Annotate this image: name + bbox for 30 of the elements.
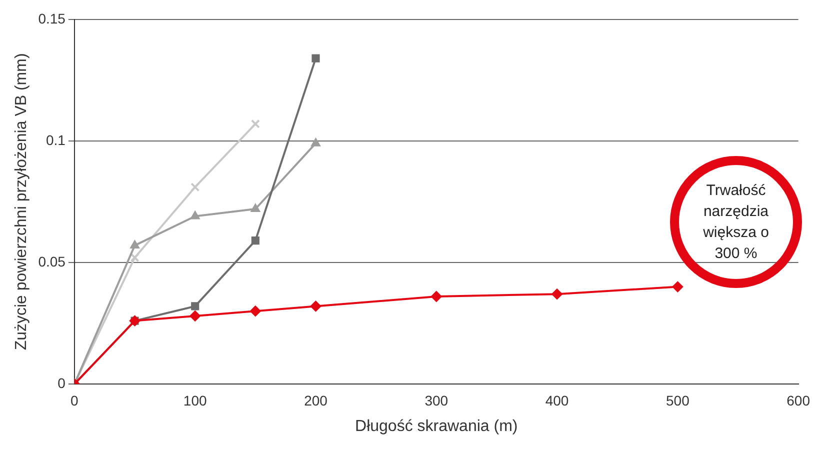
y-tick-label: 0.05 — [38, 253, 66, 270]
point — [190, 310, 201, 322]
x-tick-label: 600 — [786, 392, 810, 408]
y-axis-title: Zużycie powierzchni przyłożenia VB (mm) — [13, 53, 30, 350]
x-tick-label: 500 — [666, 392, 690, 408]
point — [250, 203, 260, 212]
point — [312, 54, 320, 62]
point — [130, 253, 140, 262]
point — [190, 182, 200, 192]
x-axis-title: Długość skrawania (m) — [355, 418, 518, 435]
x-tick-label: 200 — [304, 392, 328, 408]
point — [250, 119, 260, 128]
point — [191, 302, 200, 310]
point — [130, 240, 140, 248]
point — [190, 210, 200, 220]
x-tick-label: 100 — [183, 392, 207, 408]
point — [310, 300, 322, 312]
y-tick-label: 0.15 — [38, 10, 66, 26]
point — [251, 236, 260, 245]
x-tick-label: 0 — [70, 392, 79, 408]
y-tick-label: 0 — [58, 374, 66, 391]
y-tick-label: 0.1 — [46, 132, 66, 148]
x-tick-label: 400 — [545, 392, 569, 408]
x-tick-label: 300 — [424, 392, 448, 408]
point — [552, 288, 563, 300]
annotation: Trwałość narzędzia większa o 300 % — [702, 181, 770, 264]
point — [430, 290, 442, 302]
point — [250, 306, 261, 317]
point — [310, 138, 321, 146]
point — [672, 281, 684, 292]
